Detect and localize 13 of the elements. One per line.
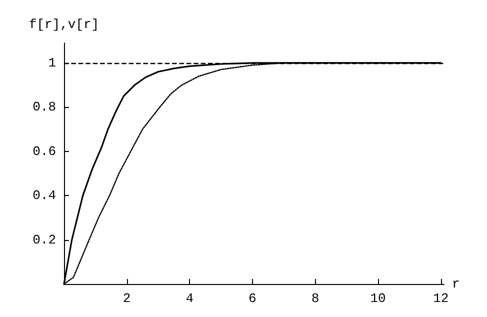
y-tick-label: 0.8 [32, 100, 56, 115]
x-tick-label: 10 [370, 291, 386, 306]
x-tick-label: 2 [122, 291, 131, 306]
y-tick-label: 1 [48, 55, 56, 70]
y-tick-label: 0.4 [32, 188, 56, 204]
x-axis-title: r [452, 276, 460, 292]
x-tick-label: 8 [311, 291, 320, 306]
x-tick-label: 6 [248, 291, 256, 306]
x-tick-label: 12 [433, 291, 449, 306]
y-tick-label: 0.2 [32, 232, 56, 248]
y-axis-title: f[r],v[r] [28, 17, 100, 32]
y-tick-label: 0.6 [32, 144, 56, 159]
x-tick-label: 4 [186, 291, 194, 306]
